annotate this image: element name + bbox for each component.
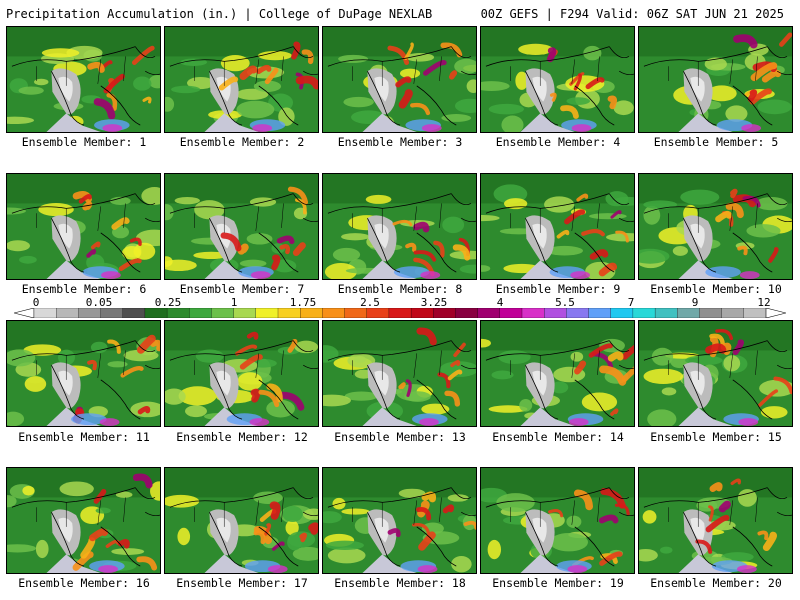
colorbar-strip — [14, 308, 786, 318]
ensemble-member-map — [164, 26, 319, 133]
run-valid-time: 00Z GEFS | F294 Valid: 06Z SAT JUN 21 20… — [480, 7, 784, 21]
ensemble-member-map — [638, 173, 793, 280]
ensemble-member-map — [638, 467, 793, 574]
ensemble-member-label: Ensemble Member: 15 — [650, 430, 782, 444]
ensemble-member-label: Ensemble Member: 1 — [21, 135, 147, 149]
ensemble-member-label: Ensemble Member: 13 — [334, 430, 466, 444]
ensemble-member-label: Ensemble Member: 8 — [337, 282, 463, 296]
ensemble-member-label: Ensemble Member: 3 — [337, 135, 463, 149]
ensemble-member-label: Ensemble Member: 7 — [179, 282, 305, 296]
ensemble-member-map — [480, 173, 635, 280]
page-title: Precipitation Accumulation (in.) | Colle… — [6, 7, 433, 21]
ensemble-member-map — [164, 320, 319, 427]
ensemble-member-map — [6, 26, 161, 133]
ensemble-member-label: Ensemble Member: 6 — [21, 282, 147, 296]
ensemble-member-map — [322, 26, 477, 133]
ensemble-member-label: Ensemble Member: 17 — [176, 576, 308, 590]
ensemble-member-map — [638, 26, 793, 133]
ensemble-member-map — [164, 467, 319, 574]
colorbar-tick-label: 0 — [32, 296, 40, 309]
colorbar-tick-label: 0.25 — [154, 296, 182, 309]
ensemble-member-map — [480, 26, 635, 133]
colorbar-tick-label: 9 — [691, 296, 699, 309]
ensemble-member-map — [480, 320, 635, 427]
ensemble-member-label: Ensemble Member: 11 — [18, 430, 150, 444]
ensemble-member-label: Ensemble Member: 18 — [334, 576, 466, 590]
colorbar-tick-label: 1.75 — [289, 296, 317, 309]
ensemble-member-label: Ensemble Member: 19 — [492, 576, 624, 590]
ensemble-member-label: Ensemble Member: 16 — [18, 576, 150, 590]
ensemble-member-label: Ensemble Member: 20 — [650, 576, 782, 590]
ensemble-member-map — [322, 173, 477, 280]
colorbar-legend: 0 0.05 0.25 1 1.75 2.5 3.25 4 5.5 7 9 12 — [14, 296, 786, 320]
ensemble-member-label: Ensemble Member: 9 — [495, 282, 621, 296]
ensemble-member-label: Ensemble Member: 14 — [492, 430, 624, 444]
colorbar-tick-label: 2.5 — [360, 296, 380, 309]
ensemble-member-map — [6, 173, 161, 280]
ensemble-member-map — [6, 320, 161, 427]
ensemble-member-label: Ensemble Member: 10 — [650, 282, 782, 296]
ensemble-member-label: Ensemble Member: 5 — [653, 135, 779, 149]
colorbar-tick-label: 5.5 — [555, 296, 575, 309]
header: Precipitation Accumulation (in.) | Colle… — [0, 0, 800, 22]
colorbar-tick-label: 3.25 — [420, 296, 448, 309]
ensemble-member-map — [164, 173, 319, 280]
ensemble-member-map — [6, 467, 161, 574]
colorbar-tick-label: 4 — [496, 296, 504, 309]
ensemble-member-label: Ensemble Member: 12 — [176, 430, 308, 444]
colorbar-ticks: 0 0.05 0.25 1 1.75 2.5 3.25 4 5.5 7 9 12 — [14, 296, 786, 309]
ensemble-member-map — [480, 467, 635, 574]
ensemble-member-label: Ensemble Member: 4 — [495, 135, 621, 149]
colorbar-tick-label: 0.05 — [85, 296, 113, 309]
colorbar-tick-label: 7 — [627, 296, 635, 309]
colorbar-tick-label: 12 — [757, 296, 771, 309]
colorbar-tick-label: 1 — [230, 296, 238, 309]
ensemble-member-map — [322, 467, 477, 574]
ensemble-member-map — [638, 320, 793, 427]
ensemble-member-map — [322, 320, 477, 427]
ensemble-member-label: Ensemble Member: 2 — [179, 135, 305, 149]
